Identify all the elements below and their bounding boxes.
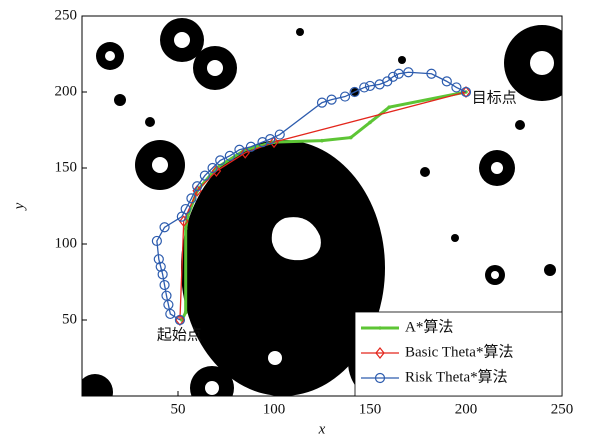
marker <box>184 227 188 231</box>
chart: x y 50 100 150 200 250 50 100 150 200 250 目标点起始点 A*… <box>0 0 596 441</box>
marker <box>387 105 391 109</box>
x-tick-label: 150 <box>359 401 382 417</box>
y-tick-label: 200 <box>55 83 78 99</box>
annotation: 起始点 <box>157 326 202 344</box>
x-tick-label: 250 <box>551 401 574 417</box>
page: x y 50 100 150 200 250 50 100 150 200 250 目标点起始点 A*… <box>0 0 596 446</box>
legend-label: Basic Theta*算法 <box>405 342 513 360</box>
marker <box>368 121 372 125</box>
marker <box>320 139 324 143</box>
legend-label: A*算法 <box>405 317 453 335</box>
legend-marker <box>378 326 382 330</box>
marker <box>349 136 353 140</box>
annotation: 目标点 <box>472 89 517 107</box>
y-axis-label: y <box>11 202 27 211</box>
y-tick-label: 150 <box>55 159 78 175</box>
y-tick-label: 100 <box>55 235 78 251</box>
x-tick-label: 100 <box>263 401 286 417</box>
y-tick-label: 250 <box>55 7 78 23</box>
x-axis-label: x <box>318 421 326 437</box>
y-tick-label: 50 <box>62 311 77 327</box>
marker <box>184 311 188 315</box>
legend-label: Risk Theta*算法 <box>405 367 508 385</box>
x-tick-label: 200 <box>455 401 478 417</box>
x-tick-label: 50 <box>171 401 186 417</box>
